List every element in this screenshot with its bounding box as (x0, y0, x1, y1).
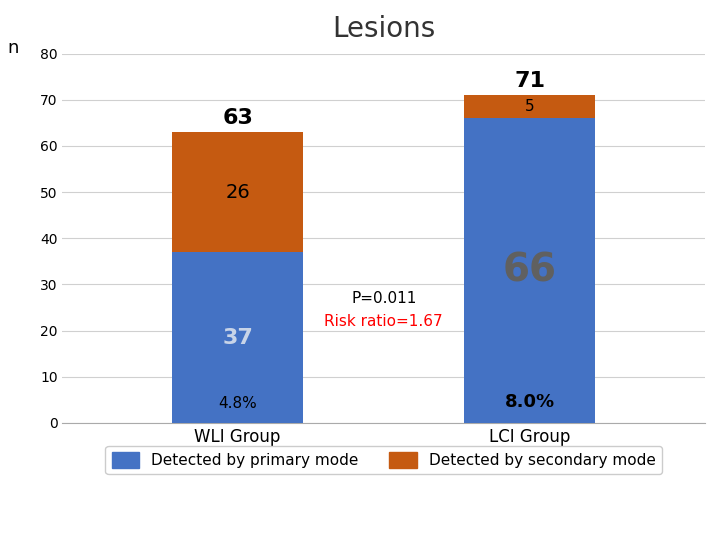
Text: 8.0%: 8.0% (505, 393, 555, 411)
Text: 5: 5 (525, 99, 534, 114)
Text: n: n (8, 39, 19, 57)
Text: 63: 63 (222, 107, 253, 127)
Bar (464, 118, 595, 423)
Legend: Detected by primary mode, Detected by secondary mode: Detected by primary mode, Detected by se… (105, 446, 662, 474)
Text: Risk ratio=1.67: Risk ratio=1.67 (325, 314, 443, 329)
Bar (172, 252, 303, 423)
Text: 4.8%: 4.8% (218, 396, 257, 411)
Title: Lesions: Lesions (332, 15, 436, 43)
Text: 26: 26 (225, 183, 250, 201)
Text: P=0.011: P=0.011 (351, 291, 416, 306)
Text: 66: 66 (503, 252, 557, 289)
Text: 37: 37 (222, 328, 253, 348)
Bar (172, 132, 303, 252)
Text: 71: 71 (514, 71, 545, 91)
Bar (464, 95, 595, 118)
